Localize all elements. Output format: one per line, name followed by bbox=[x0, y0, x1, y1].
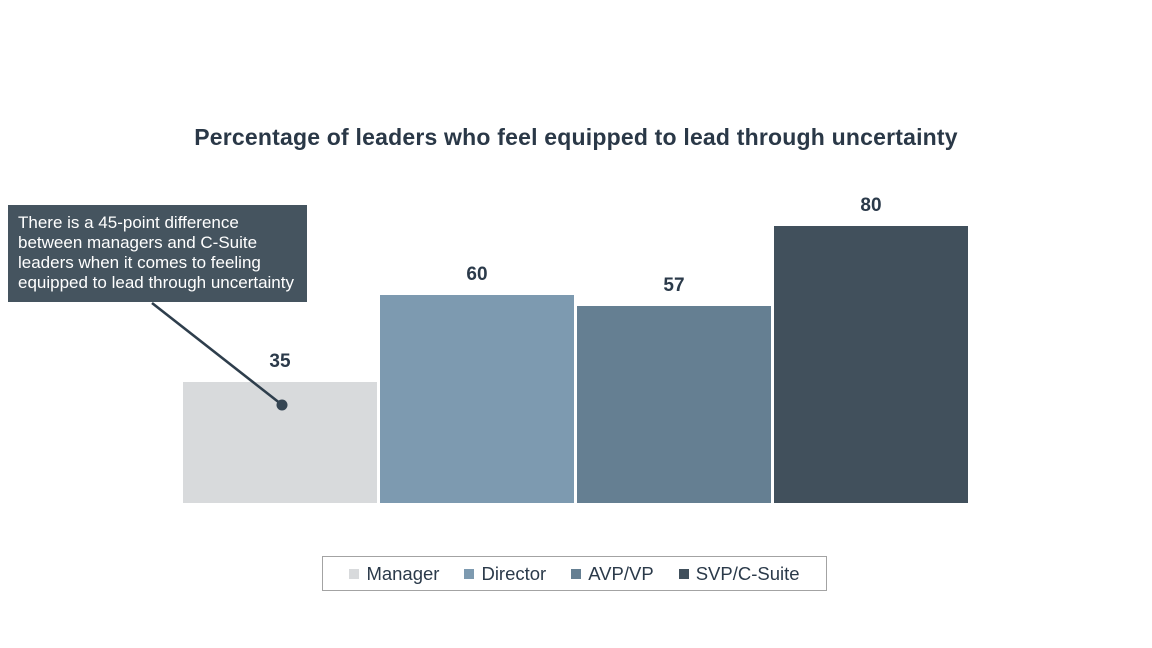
legend-label: SVP/C-Suite bbox=[695, 562, 800, 584]
legend-label: AVP/VP bbox=[588, 562, 654, 584]
legend-swatch-icon bbox=[464, 568, 475, 579]
bar-value-label-svp-c-suite: 80 bbox=[860, 195, 882, 216]
chart-title: Percentage of leaders who feel equipped … bbox=[194, 124, 958, 150]
bar-value-label-manager: 35 bbox=[269, 351, 291, 372]
legend-swatch-icon bbox=[349, 568, 360, 579]
bar-value-label-avp-vp: 57 bbox=[663, 275, 685, 296]
legend-item-avp-vp: AVP/VP bbox=[571, 562, 654, 585]
legend-item-manager: Manager bbox=[349, 563, 439, 585]
legend-swatch-icon bbox=[571, 568, 582, 579]
legend: Manager Director AVP/VP SVP/C-Suite bbox=[322, 556, 827, 591]
plot-area: 35 60 57 80 bbox=[183, 0, 968, 503]
legend-label: Director bbox=[481, 562, 547, 584]
bar-value-label-director: 60 bbox=[466, 264, 488, 285]
bar-svp-c-suite bbox=[774, 226, 968, 503]
bar-avp-vp bbox=[577, 306, 771, 503]
legend-item-svp-c-suite: SVP/C-Suite bbox=[678, 562, 800, 585]
legend-item-director: Director bbox=[464, 563, 546, 585]
bar-director bbox=[380, 295, 574, 503]
legend-label: Manager bbox=[366, 562, 440, 584]
bar-manager bbox=[183, 382, 377, 503]
annotation-callout: There is a 45-point difference between m… bbox=[8, 205, 307, 302]
legend-swatch-icon bbox=[678, 568, 689, 579]
